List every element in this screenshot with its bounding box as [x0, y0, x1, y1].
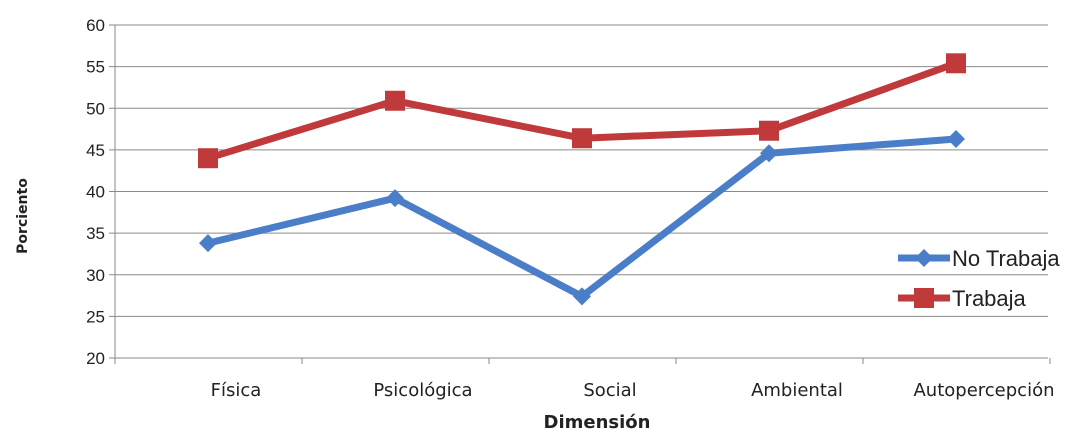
data-point [385, 90, 405, 111]
data-point [198, 148, 218, 169]
y-tick-label: 20 [86, 349, 105, 368]
data-point [947, 130, 965, 149]
legend-label: No Trabaja [952, 246, 1060, 271]
data-point [199, 234, 217, 253]
y-tick-label: 35 [86, 224, 105, 243]
legend: No Trabaja Trabaja [898, 246, 1060, 311]
x-tick-label: Ambiental [751, 380, 843, 401]
legend-marker [914, 288, 934, 308]
y-tick-label: 40 [86, 183, 105, 202]
y-axis-title: Porciento [15, 178, 31, 254]
x-tick-label: Autopercepción [913, 380, 1054, 401]
data-point [759, 120, 779, 141]
y-tick-label: 55 [86, 58, 105, 77]
y-tick-label: 25 [86, 307, 105, 326]
y-axis-ticks: 20 25 30 35 40 45 50 55 60 [86, 16, 115, 368]
y-tick-label: 30 [86, 266, 105, 285]
x-tick-label: Física [211, 380, 262, 401]
y-tick-label: 60 [86, 16, 105, 35]
x-axis-ticks: Física Psicológica Social Ambiental Autoperc… [114, 358, 1055, 401]
gridlines [114, 24, 1048, 359]
data-point [386, 189, 404, 208]
legend-label: Trabaja [952, 286, 1027, 311]
series-lines [198, 53, 966, 306]
y-tick-label: 50 [86, 99, 105, 118]
y-tick-label: 45 [86, 141, 105, 160]
legend-marker [915, 249, 933, 267]
data-point [946, 53, 966, 74]
data-point [573, 287, 591, 306]
x-axis-title: Dimensión [544, 412, 651, 430]
data-point [760, 144, 778, 163]
x-tick-label: Social [583, 380, 636, 401]
data-point [572, 128, 592, 149]
series-line-0 [204, 135, 960, 300]
x-tick-label: Psicológica [373, 380, 472, 401]
